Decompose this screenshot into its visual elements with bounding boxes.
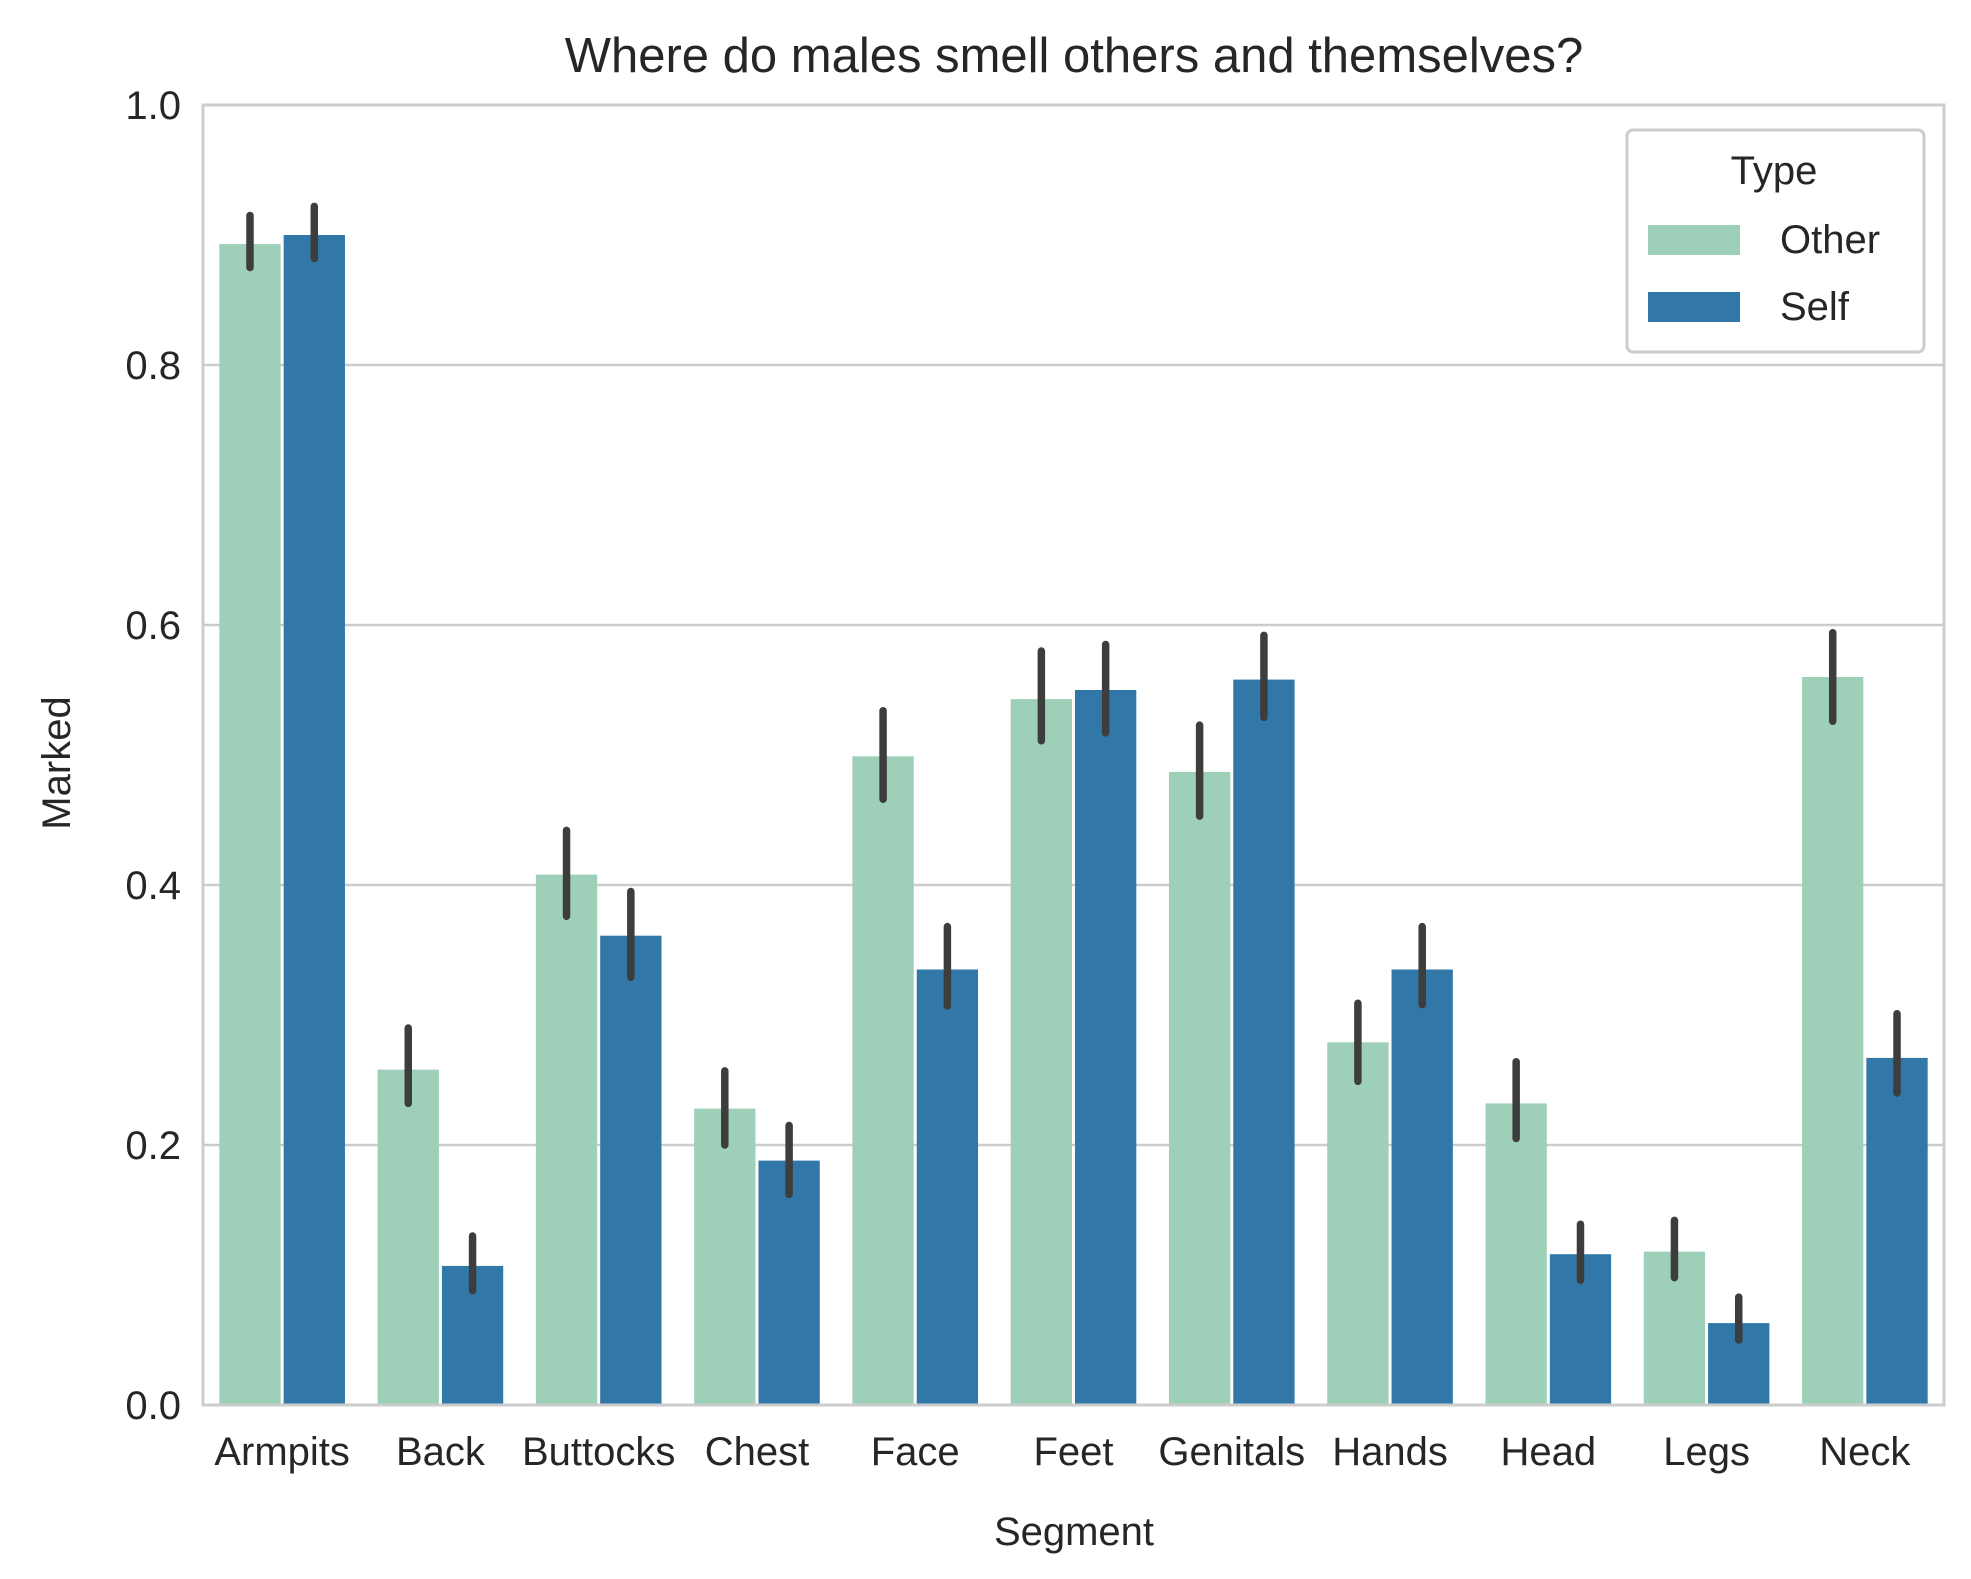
bar-self-chest xyxy=(758,1160,820,1405)
y-tick-label: 1.0 xyxy=(125,84,181,128)
bar-other-chest xyxy=(694,1108,756,1405)
bar-self-genitals xyxy=(1233,679,1295,1405)
y-tick-label: 0.8 xyxy=(125,344,181,388)
legend-swatch-other xyxy=(1648,225,1740,255)
bar-other-genitals xyxy=(1168,771,1231,1405)
y-tick-label: 0.4 xyxy=(125,864,181,908)
y-tick-label: 0.0 xyxy=(125,1384,181,1428)
bar-other-back xyxy=(377,1069,439,1405)
chart-title: Where do males smell others and themselv… xyxy=(565,29,1584,83)
x-tick-label: Neck xyxy=(1819,1430,1911,1474)
bar-self-hands xyxy=(1391,969,1453,1405)
x-tick-label: Buttocks xyxy=(522,1430,675,1474)
axes-frame xyxy=(201,103,1946,1407)
bar-other-neck xyxy=(1802,677,1864,1405)
legend-swatch-self xyxy=(1648,292,1740,322)
bar-other-buttocks xyxy=(535,874,598,1405)
y-tick-label: 0.2 xyxy=(125,1124,181,1168)
x-tick-label: Armpits xyxy=(214,1430,350,1474)
y-tick-labels: 0.0 0.2 0.4 0.6 0.8 1.0 xyxy=(125,84,181,1428)
x-tick-label: Feet xyxy=(1033,1430,1113,1474)
x-tick-label: Back xyxy=(396,1430,486,1474)
x-axis-label: Segment xyxy=(994,1510,1154,1554)
bar-other-feet xyxy=(1010,699,1072,1405)
bar-other-hands xyxy=(1327,1042,1389,1405)
legend-label-other: Other xyxy=(1780,218,1880,262)
x-tick-label: Head xyxy=(1501,1430,1597,1474)
x-tick-labels: Armpits Back Buttocks Chest Face Feet Genitals… xyxy=(214,1430,1911,1474)
x-tick-label: Chest xyxy=(705,1430,810,1474)
x-tick-label: Face xyxy=(871,1430,960,1474)
bar-other-armpits xyxy=(219,244,281,1406)
bar-self-buttocks xyxy=(600,935,662,1405)
x-tick-label: Genitals xyxy=(1158,1430,1305,1474)
bar-self-feet xyxy=(1075,690,1137,1405)
bar-self-neck xyxy=(1866,1057,1928,1405)
x-tick-label: Legs xyxy=(1663,1430,1750,1474)
legend-label-self: Self xyxy=(1780,285,1850,329)
y-axis-label: Marked xyxy=(35,696,79,829)
bar-other-face xyxy=(852,756,914,1405)
legend: Type Other Self xyxy=(1625,128,1926,354)
legend-title: Type xyxy=(1731,149,1818,193)
plot-frame xyxy=(201,103,1946,1407)
bar-self-face xyxy=(916,969,979,1405)
bars xyxy=(219,235,1928,1406)
x-tick-label: Hands xyxy=(1332,1430,1448,1474)
bar-self-armpits xyxy=(283,235,345,1405)
bar-other-head xyxy=(1485,1103,1547,1405)
error-bars xyxy=(246,202,1901,1344)
y-tick-label: 0.6 xyxy=(125,604,181,648)
